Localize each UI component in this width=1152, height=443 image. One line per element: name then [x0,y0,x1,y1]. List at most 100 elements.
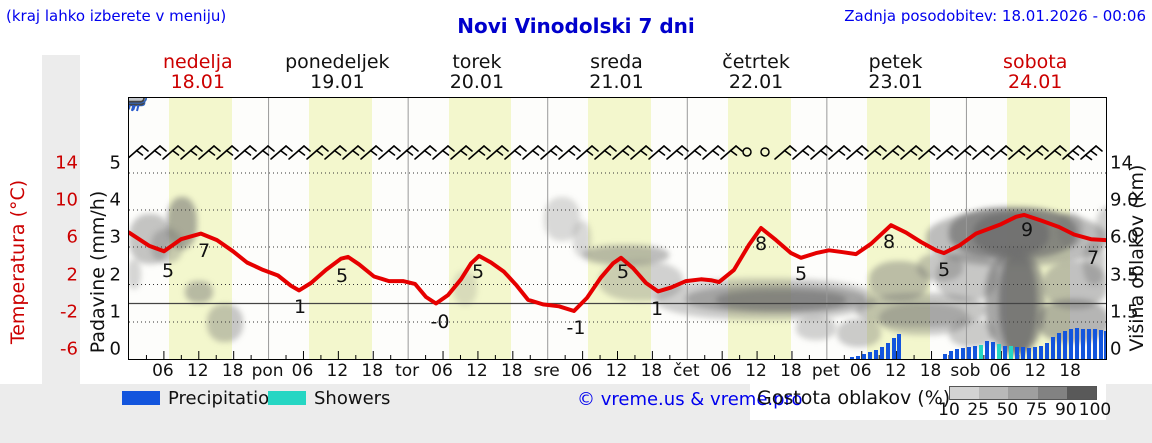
day-abbrev-label: sre [533,361,560,381]
day-date: 20.01 [449,71,505,93]
day-date: 24.01 [1008,71,1063,93]
day-date: 21.01 [589,71,644,93]
chart-plot-area: 5 7 1 5 -0 5 -1 5 1 8 5 8 5 9 7 [128,97,1107,360]
rain-bar [856,356,860,359]
cloud-axis-tick: 0 [1110,338,1122,360]
density-segment [1037,387,1067,399]
cloud-cover-blob [599,261,683,301]
precip-axis-tick: 3 [109,226,121,248]
rain-bar [1069,329,1073,359]
rain-bar [1051,336,1055,359]
day-abbrev-label: sob [950,361,981,381]
cloud-cover-blob [1096,206,1106,246]
hour-label: 06 [849,361,872,381]
hour-label: 12 [326,361,349,381]
hour-label: 12 [466,361,488,381]
cloud-cover-blob [917,253,963,281]
day-header: sreda 21.01 [547,52,687,92]
rain-bar [1039,345,1043,359]
shower-bar [1009,345,1013,359]
cloud-cover-blob [207,304,243,342]
hour-label: 06 [710,361,732,381]
rain-bar [1033,347,1037,359]
left-axis-strip [42,55,80,428]
temperature-value-label: 8 [882,231,896,253]
day-headers: nedelja 18.01 ponedeljek 19.01 torek 20.01 sre… [0,52,1152,96]
cloud-cover-blob [129,259,141,289]
day-abbrev-label: tor [395,361,420,381]
day-header: torek 20.01 [407,52,547,92]
rain-bar [955,348,959,359]
rain-bar [868,351,872,359]
day-date: 19.01 [310,71,365,93]
density-segment [1066,387,1097,399]
temp-axis-tick: 6 [66,226,78,248]
cloud-axis-tick: 9.0 [1110,189,1139,211]
cloud-cover-blob [856,293,986,327]
hour-label: 18 [780,361,802,381]
hour-label: 12 [745,361,767,381]
cloud-axis-tick: 1.5 [1110,301,1139,323]
hour-label: 06 [570,361,593,381]
hour-label: 18 [640,361,663,381]
day-name: četrtek [722,51,790,73]
rain-bar [897,334,901,359]
temperature-value-label: 7 [1086,247,1100,269]
rain-bar [1021,347,1025,359]
cloud-cover-blob [936,253,998,301]
day-name: torek [452,51,502,73]
hour-label: 18 [361,361,384,381]
temperature-value-label: 5 [616,261,630,283]
hour-label: 18 [221,361,244,381]
hour-label: 12 [605,361,628,381]
cloud-density-gradient-bar [949,386,1097,400]
hour-label: 18 [919,361,942,381]
temperature-value-label: -0 [430,311,450,333]
day-header: četrtek 22.01 [686,52,826,92]
temperature-axis-label: Temperatura (°C) [7,179,29,345]
rain-bar [1003,345,1007,359]
day-name: petek [868,51,923,73]
day-abbrev-label: pet [811,361,840,381]
temperature-value-label: 1 [650,298,664,320]
temp-axis-tick: -6 [60,338,78,360]
day-header: petek 23.01 [826,52,966,92]
shower-bar [997,344,1001,359]
cloud-cover-blob [185,281,213,303]
hour-label: 12 [884,361,907,381]
density-segment [950,387,980,399]
rain-bar [1104,331,1106,359]
rain-bar [1099,329,1103,359]
density-tick-label: 10 [938,400,960,420]
temperature-curve [129,212,1106,313]
temp-axis-tick: 2 [66,264,78,285]
temperature-value-label: -1 [566,317,586,339]
showers-legend-label: Showers [314,388,391,409]
rain-bar [1081,329,1085,359]
day-header: nedelja 18.01 [128,52,268,92]
day-date: 22.01 [728,71,784,93]
hour-label: 06 [152,361,174,381]
temp-axis-tick: 14 [55,152,78,174]
rain-bar [991,341,995,359]
temperature-value-label: 8 [754,233,768,255]
temperature-value-label: 7 [197,240,211,262]
rain-bar [961,348,965,359]
last-update: Zadnja posodobitev: 18.01.2026 - 00:06 [844,7,1146,25]
copyright-link[interactable]: © vreme.us & vreme.pro [577,389,803,410]
day-name: sobota [1003,51,1068,73]
cloud-axis-tick: 14 [1110,152,1133,174]
density-tick-label: 50 [996,400,1019,420]
cloud-density-legend-label: Gostota oblakov (%) [757,387,951,409]
cloud-axis-tick: 3.5 [1110,264,1139,285]
temperature-value-label: 9 [1020,219,1034,241]
day-name: sreda [590,51,643,73]
rain-bar [1075,328,1079,359]
temp-axis-tick: 10 [55,189,78,211]
density-tick-label: 100 [1078,400,1112,420]
rain-bar [949,351,953,359]
hour-label: 12 [1024,361,1047,381]
temperature-value-label: 5 [794,263,808,285]
weather-icon-mc_r [129,98,145,112]
day-header: sobota 24.01 [965,52,1105,92]
